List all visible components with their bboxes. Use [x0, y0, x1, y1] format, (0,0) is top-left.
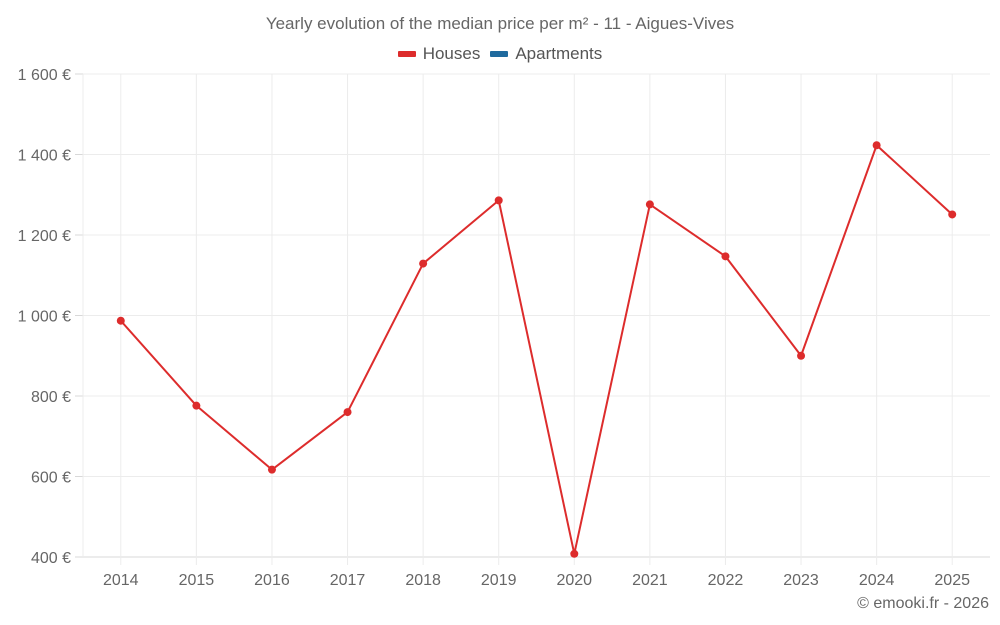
- x-tick-label: 2017: [330, 572, 366, 589]
- data-point[interactable]: [570, 549, 579, 558]
- x-tick-label: 2025: [934, 572, 970, 589]
- data-point[interactable]: [645, 200, 654, 209]
- data-point[interactable]: [267, 465, 276, 474]
- x-tick-label: 2014: [103, 572, 139, 589]
- y-tick-label: 1 000 €: [18, 309, 71, 326]
- data-point[interactable]: [419, 259, 428, 268]
- data-point[interactable]: [494, 196, 503, 205]
- y-tick-label: 1 200 €: [18, 228, 71, 245]
- data-point[interactable]: [343, 408, 352, 417]
- data-point[interactable]: [192, 401, 201, 410]
- houses-series: [116, 141, 957, 558]
- data-point[interactable]: [948, 210, 957, 219]
- credit-text: © emooki.fr - 2026: [857, 595, 989, 612]
- x-tick-label: 2024: [859, 572, 895, 589]
- y-tick-label: 800 €: [31, 389, 71, 406]
- x-tick-label: 2021: [632, 572, 668, 589]
- data-point[interactable]: [872, 141, 881, 150]
- x-tick-label: 2018: [405, 572, 441, 589]
- y-axis: 400 € 600 € 800 € 1 000 € 1 200 € 1 400 € 1 60…: [18, 67, 71, 567]
- legend-item-apartments[interactable]: Apartments: [490, 44, 602, 64]
- houses-swatch-icon: [397, 51, 416, 57]
- legend-item-houses[interactable]: Houses: [397, 44, 481, 64]
- data-point[interactable]: [116, 316, 125, 325]
- grid-lines: [75, 73, 990, 565]
- apartments-swatch-icon: [490, 51, 509, 57]
- y-tick-label: 1 600 €: [18, 67, 71, 84]
- y-tick-label: 400 €: [31, 550, 71, 567]
- x-tick-label: 2022: [708, 572, 744, 589]
- x-tick-label: 2019: [481, 572, 517, 589]
- chart-title: Yearly evolution of the median price per…: [265, 14, 735, 33]
- y-tick-label: 1 400 €: [18, 148, 71, 165]
- chart-legend: Houses Apartments: [0, 44, 1000, 64]
- legend-label-apartments: Apartments: [515, 44, 603, 63]
- x-tick-label: 2023: [783, 572, 819, 589]
- y-tick-label: 600 €: [31, 470, 71, 487]
- data-point[interactable]: [797, 351, 806, 360]
- x-tick-label: 2015: [179, 572, 215, 589]
- x-tick-label: 2016: [254, 572, 290, 589]
- x-tick-label: 2020: [556, 572, 592, 589]
- legend-label-houses: Houses: [422, 44, 481, 63]
- x-axis: 2014 2015 2016 2017 2018 2019 2020 2021 2022 2023…: [103, 572, 970, 589]
- data-point[interactable]: [721, 252, 730, 261]
